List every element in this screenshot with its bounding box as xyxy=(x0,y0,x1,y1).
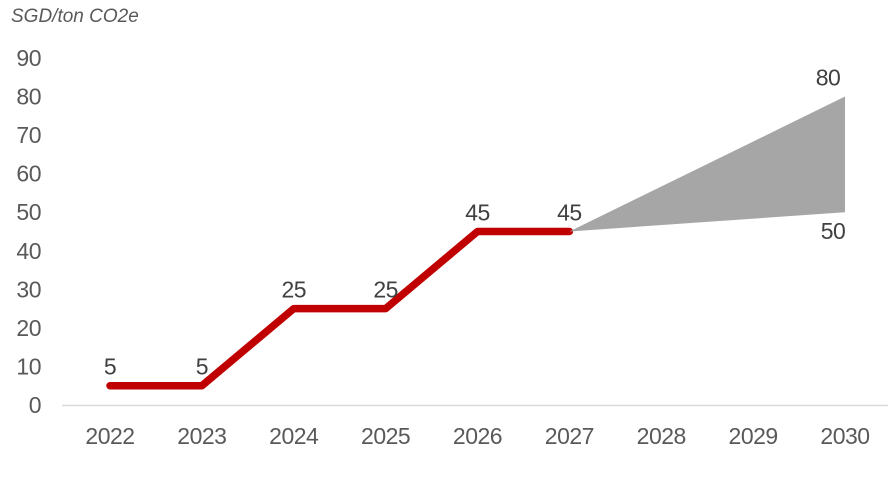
x-tick-label: 2027 xyxy=(545,423,594,449)
x-axis: 2022 2023 2024 2025 2026 2027 2028 2029 2030 xyxy=(85,423,870,449)
y-tick-label: 80 xyxy=(16,84,41,110)
data-label: 25 xyxy=(281,277,306,303)
x-tick-label: 2030 xyxy=(820,423,869,449)
y-tick-label: 10 xyxy=(16,353,41,379)
projection-fan-group xyxy=(569,96,845,232)
y-tick-label: 60 xyxy=(16,161,41,187)
y-tick-label: 0 xyxy=(29,392,41,418)
x-tick-label: 2023 xyxy=(177,423,226,449)
y-tick-label: 50 xyxy=(16,199,41,225)
y-tick-label: 70 xyxy=(16,122,41,148)
data-label: 5 xyxy=(104,354,116,380)
x-tick-label: 2028 xyxy=(637,423,686,449)
data-label: 5 xyxy=(196,354,208,380)
y-tick-label: 90 xyxy=(16,45,41,71)
projection-fan xyxy=(569,96,845,232)
data-labels-group: 5 5 25 25 45 45 80 50 xyxy=(104,65,846,380)
x-tick-label: 2024 xyxy=(269,423,319,449)
y-tick-label: 20 xyxy=(16,315,41,341)
x-tick-label: 2025 xyxy=(361,423,410,449)
x-tick-label: 2022 xyxy=(85,423,134,449)
price-line-group xyxy=(106,227,574,390)
fan-bottom-label: 50 xyxy=(821,218,846,244)
fan-top-label: 80 xyxy=(816,65,841,91)
x-tick-label: 2026 xyxy=(453,423,502,449)
data-label: 25 xyxy=(373,277,398,303)
y-axis: 0 10 20 30 40 50 60 70 80 90 xyxy=(16,45,41,418)
y-tick-label: 30 xyxy=(16,276,41,302)
carbon-price-line xyxy=(106,227,574,390)
y-tick-label: 40 xyxy=(16,238,41,264)
x-tick-label: 2029 xyxy=(729,423,778,449)
chart-title: SGD/ton CO2e xyxy=(11,6,139,27)
data-label: 45 xyxy=(557,199,582,225)
data-label: 45 xyxy=(465,199,490,225)
